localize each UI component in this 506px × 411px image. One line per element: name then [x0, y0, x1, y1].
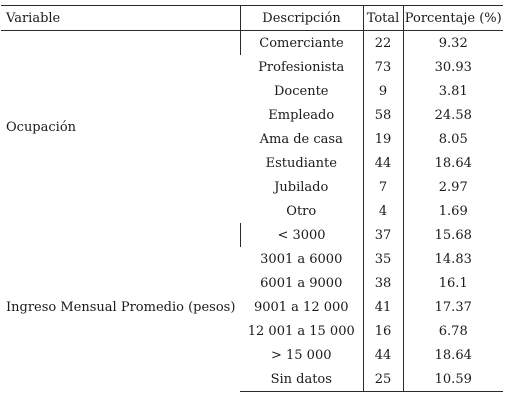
porcentaje-cell: 18.64	[402, 343, 503, 367]
porcentaje-cell: 10.59	[402, 367, 503, 392]
descripcion-cell: Sin datos	[240, 367, 363, 392]
total-cell: 4	[362, 199, 403, 223]
table-row: Ocupación Comerciante 22 9.32	[1, 30, 503, 135]
descripcion-cell: Docente	[273, 83, 329, 99]
total-cell: 44	[362, 343, 403, 367]
total-cell: 35	[362, 247, 403, 271]
table-row: Profesionista 73 30.93	[1, 55, 503, 79]
descripcion-cell: Empleado	[268, 107, 335, 123]
total-cell: 25	[362, 367, 403, 392]
descripcion-cell: 6001 a 9000	[260, 275, 343, 291]
total-cell: 19	[362, 127, 403, 151]
total-cell: 7	[362, 175, 403, 199]
total-cell: 22	[362, 30, 403, 55]
porcentaje-cell: 18.64	[402, 151, 503, 175]
total-cell: 73	[362, 55, 403, 79]
porcentaje-cell: 9.32	[402, 30, 503, 55]
total-cell: 41	[362, 295, 403, 319]
total-cell: 38	[362, 271, 403, 295]
header-porcentaje: Porcentaje (%)	[402, 5, 503, 31]
header-variable: Variable	[1, 5, 240, 31]
descripcion-cell: Otro	[286, 203, 317, 219]
header-total: Total	[362, 5, 403, 31]
total-cell: 37	[362, 223, 403, 247]
table-row: 9001 a 12 000 41 17.37	[1, 295, 503, 319]
descripcion-cell: 9001 a 12 000	[253, 299, 349, 315]
table-row: Ama de casa 19 8.05	[1, 127, 503, 151]
descripcion-cell: < 3000	[239, 223, 363, 247]
table-body: Ocupación Comerciante 22 9.32 Profesioni…	[1, 30, 503, 392]
table-row: 3001 a 6000 35 14.83	[1, 247, 503, 271]
descripcion-cell: 12 001 a 15 000	[247, 323, 355, 339]
descripcion-cell: Profesionista	[258, 59, 345, 75]
header-descripcion: Descripción	[239, 5, 363, 31]
porcentaje-cell: 1.69	[402, 199, 503, 223]
total-cell: 44	[362, 151, 403, 175]
descripcion-cell: Jubilado	[274, 179, 329, 195]
porcentaje-cell: 6.78	[402, 319, 503, 343]
descripcion-cell: 3001 a 6000	[260, 251, 343, 267]
table-row: Docente 9 3.81	[1, 79, 503, 103]
table-row: Jubilado 7 2.97	[1, 175, 503, 199]
table-row: Otro 4 1.69	[1, 199, 503, 223]
descripcion-cell: Comerciante	[239, 30, 363, 55]
porcentaje-cell: 8.05	[402, 127, 503, 151]
table-row: Ingreso Mensual Promedio (pesos) < 3000 …	[1, 223, 503, 315]
table-row: Empleado 58 24.58	[1, 103, 503, 127]
porcentaje-cell: 17.37	[402, 295, 503, 319]
porcentaje-cell: 30.93	[402, 55, 503, 79]
table-row: Estudiante 44 18.64	[1, 151, 503, 175]
porcentaje-cell: 2.97	[402, 175, 503, 199]
table-row: 6001 a 9000 38 16.1	[1, 271, 503, 295]
descripcion-cell: > 15 000	[270, 347, 332, 363]
porcentaje-cell: 15.68	[402, 223, 503, 247]
porcentaje-cell: 14.83	[402, 247, 503, 271]
table-row: 12 001 a 15 000 16 6.78	[1, 319, 503, 343]
data-table: Variable Descripción Total Porcentaje (%…	[1, 5, 503, 392]
variable-cell: Ingreso Mensual Promedio (pesos)	[6, 299, 236, 315]
variable-cell: Ocupación	[6, 119, 77, 135]
total-cell: 58	[362, 103, 403, 127]
header-row: Variable Descripción Total Porcentaje (%…	[1, 5, 503, 31]
table-row: > 15 000 44 18.64	[1, 343, 503, 367]
descripcion-cell: Ama de casa	[259, 131, 343, 147]
porcentaje-cell: 3.81	[402, 79, 503, 103]
porcentaje-cell: 16.1	[402, 271, 503, 295]
total-cell: 16	[362, 319, 403, 343]
porcentaje-cell: 24.58	[402, 103, 503, 127]
total-cell: 9	[362, 79, 403, 103]
descripcion-cell: Estudiante	[265, 155, 337, 171]
table-row: Sin datos 25 10.59	[1, 367, 503, 392]
